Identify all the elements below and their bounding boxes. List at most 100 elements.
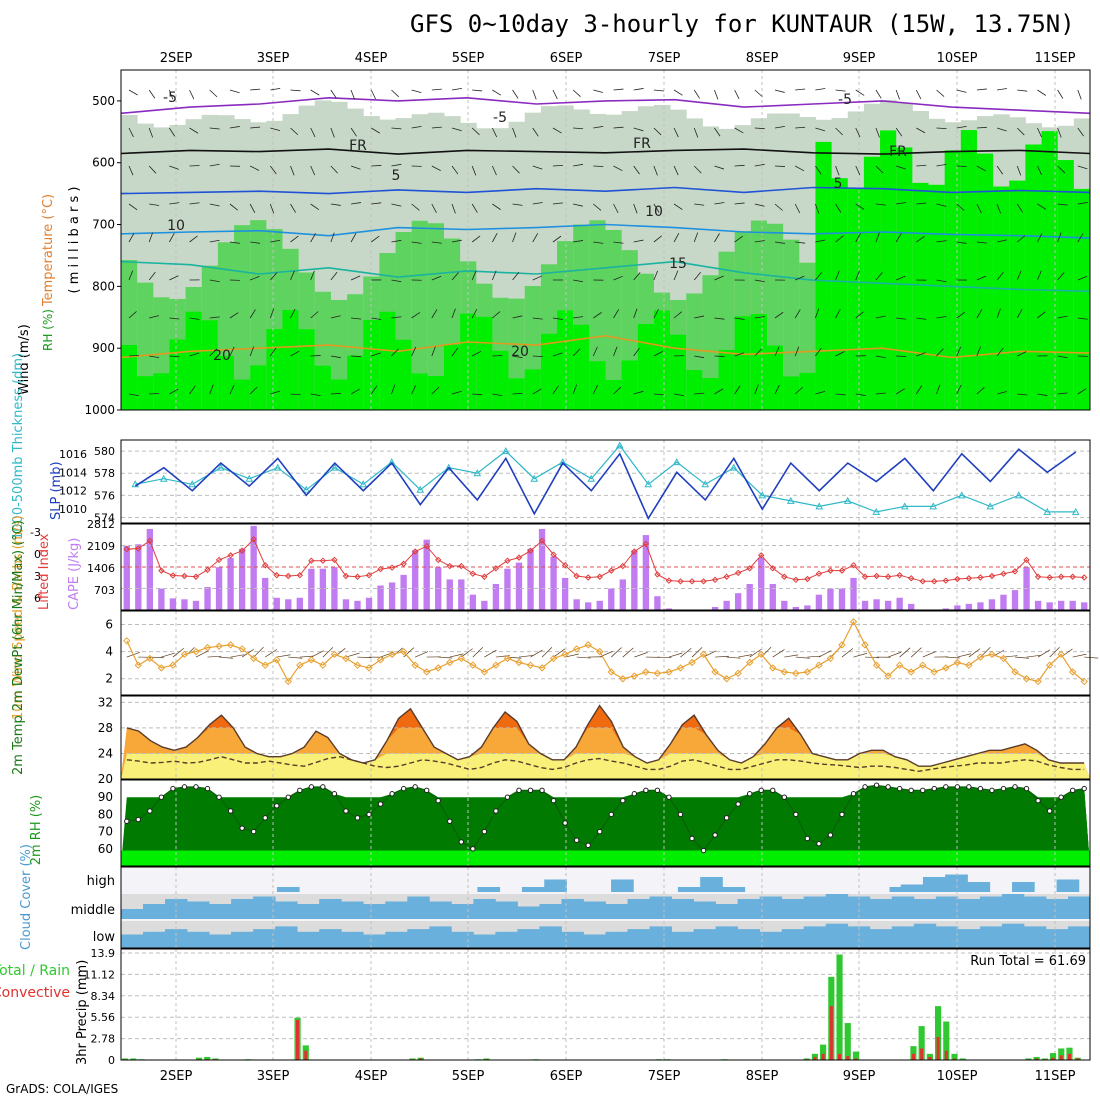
cloud-bar-middle [198, 901, 210, 919]
cloud-bar-low [407, 929, 419, 948]
y-axis-label-lifted-index: Lifted Index [37, 533, 52, 610]
wind-barb [250, 88, 261, 91]
cloud-bar-low [264, 929, 276, 948]
wind-barb [471, 235, 481, 243]
rh-marker [1012, 784, 1018, 790]
wind-barb [472, 393, 483, 396]
cloud-bar-high [967, 882, 980, 892]
wind-barb [411, 241, 422, 244]
wind-barb [653, 203, 660, 213]
cloud-bar-low [506, 931, 518, 948]
wind-barb [895, 89, 900, 100]
wind-barb [431, 275, 442, 281]
cloud-bar-middle [187, 901, 199, 919]
cloud-bar-low [715, 926, 728, 948]
wind-barb [471, 308, 478, 319]
rh-mid-band [411, 220, 429, 410]
y-tick-label-slp: 1014 [59, 466, 87, 479]
cloud-bar-low [440, 926, 452, 948]
wind-barb [451, 272, 459, 281]
wind-barb [532, 317, 543, 320]
lifted-index-marker [504, 557, 511, 564]
wind-barb [471, 203, 478, 213]
cape-bar [1069, 600, 1076, 610]
wind-barb [936, 89, 945, 97]
wind-barb [492, 89, 502, 96]
cape-bar [135, 544, 142, 610]
wind-barb [532, 275, 543, 281]
lifted-index-marker [204, 566, 211, 574]
cloud-bar-high [1023, 882, 1035, 892]
wind-speed-marker [411, 661, 419, 669]
contour-line-5 [120, 186, 1091, 195]
contour-label: FR [633, 136, 651, 152]
wind-barb-10m [611, 647, 622, 658]
wind-barb [209, 203, 220, 207]
wind-barb [633, 272, 641, 281]
cape-bar [319, 568, 327, 610]
cloud-bar-middle [638, 899, 650, 919]
cloud-bar-low [528, 929, 540, 948]
wind-barb [148, 232, 153, 243]
cloud-bar-middle [341, 901, 353, 919]
wind-speed-marker [792, 669, 800, 678]
wind-speed-marker [480, 668, 489, 676]
cape-bar [192, 600, 200, 610]
wind-barb [774, 384, 780, 395]
wind-speed-marker [711, 668, 719, 676]
wind-barb-10m [541, 646, 553, 658]
wind-speed-marker [549, 654, 558, 663]
y-tick-label-temp: 28 [98, 721, 113, 735]
cloud-bar-middle [1023, 896, 1036, 919]
wind-barb [350, 165, 361, 170]
cloud-bar-low [990, 926, 1003, 948]
wind-speed-marker [203, 643, 212, 652]
rh-bright-band [540, 333, 558, 410]
rh-marker [331, 791, 338, 797]
cape-bar [838, 588, 846, 610]
wind-speed-marker [619, 675, 627, 683]
wind-barb [169, 355, 180, 358]
cloud-bar-middle [363, 904, 375, 919]
rh-bright-band [670, 334, 687, 410]
cloud-bar-middle [770, 896, 783, 919]
cape-bar [561, 577, 569, 610]
rh-bright-band [508, 378, 526, 410]
wind-barb [774, 241, 785, 244]
slp-line [134, 448, 1077, 521]
cloud-bar-low [627, 929, 639, 948]
wind-barb [189, 202, 200, 205]
wind-barb [350, 127, 357, 137]
precip-convective-bar [952, 1058, 957, 1060]
wind-speed-marker [1034, 677, 1042, 686]
panel-frame [120, 866, 1091, 949]
wind-barb [371, 317, 382, 320]
cloud-bar-middle [869, 899, 882, 919]
wind-barb [875, 232, 880, 243]
lifted-index-marker [342, 572, 350, 580]
x-axis-bottom-day-label: 9SEP [843, 1069, 876, 1084]
cloud-bar-middle [682, 899, 694, 919]
wind-barb [1057, 272, 1065, 281]
precip-convective-bar [944, 1050, 948, 1060]
wind-barb [714, 317, 725, 320]
cloud-bar-middle [1034, 896, 1047, 919]
wind-barb [593, 125, 604, 129]
cloud-bar-middle [429, 901, 441, 919]
y-tick-label-thickness: 580 [94, 445, 115, 458]
cloud-bar-low [143, 931, 155, 948]
cloud-bar-low [165, 929, 177, 948]
wind-barb [148, 89, 156, 99]
rh-marker [447, 818, 453, 824]
wind-barb [573, 316, 584, 319]
wind-barb [350, 275, 361, 281]
rh-marker [389, 791, 395, 797]
wind-barb [976, 88, 987, 91]
wind-barb [270, 239, 281, 243]
cloud-bar-middle [297, 904, 309, 919]
wind-barb [552, 127, 562, 134]
rh-marker [896, 785, 903, 792]
panel-background [121, 949, 1090, 1060]
wind-speed-marker [249, 654, 258, 663]
wind-barb [916, 127, 926, 134]
